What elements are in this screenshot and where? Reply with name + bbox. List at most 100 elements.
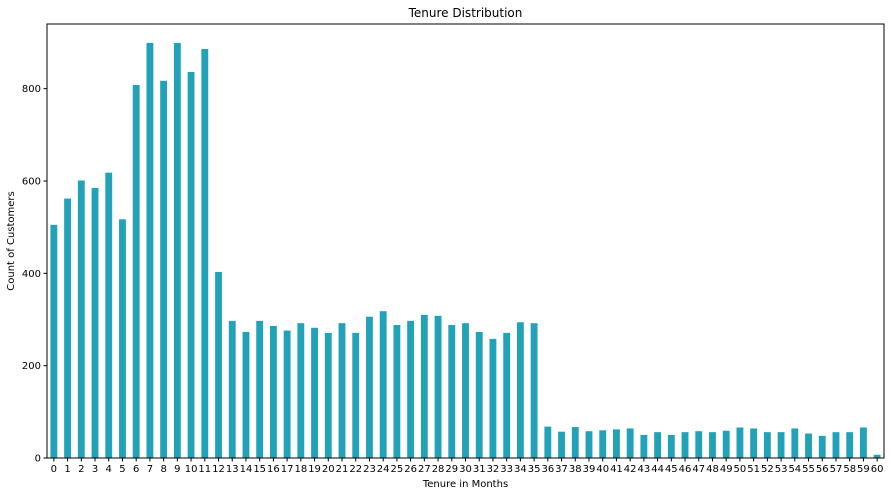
bar-42 xyxy=(626,428,634,458)
y-tick-label: 200 xyxy=(22,361,41,372)
bar-39 xyxy=(585,431,593,458)
x-tick-label: 3 xyxy=(92,464,98,475)
bar-52 xyxy=(763,432,771,458)
bar-49 xyxy=(722,430,730,458)
x-tick-label: 9 xyxy=(174,464,180,475)
x-tick-label: 52 xyxy=(761,464,774,475)
bar-38 xyxy=(571,427,579,458)
bar-60 xyxy=(873,454,881,458)
x-tick-label: 7 xyxy=(147,464,153,475)
bar-11 xyxy=(201,48,209,458)
x-tick-label: 47 xyxy=(692,464,705,475)
bar-56 xyxy=(818,435,826,458)
bar-29 xyxy=(448,325,456,458)
x-tick-label: 29 xyxy=(445,464,458,475)
bar-45 xyxy=(667,434,675,458)
x-tick-label: 35 xyxy=(528,464,541,475)
x-tick-label: 0 xyxy=(51,464,57,475)
x-tick-label: 31 xyxy=(473,464,486,475)
x-tick-label: 17 xyxy=(281,464,294,475)
x-tick-label: 48 xyxy=(706,464,719,475)
bar-47 xyxy=(695,431,703,458)
y-tick-label: 600 xyxy=(22,176,41,187)
bar-1 xyxy=(64,198,72,458)
bar-5 xyxy=(119,219,126,458)
bar-53 xyxy=(777,432,785,458)
x-tick-label: 56 xyxy=(816,464,829,475)
x-tick-label: 14 xyxy=(240,464,253,475)
bar-55 xyxy=(805,433,812,458)
bar-40 xyxy=(599,430,607,458)
x-tick-label: 4 xyxy=(106,464,112,475)
bar-16 xyxy=(269,325,277,458)
bar-17 xyxy=(283,330,291,458)
bar-3 xyxy=(91,187,99,459)
x-tick-label: 38 xyxy=(569,464,582,475)
plot-frame xyxy=(46,23,885,459)
bar-32 xyxy=(489,338,497,458)
bar-20 xyxy=(324,332,332,458)
y-tick-label: 800 xyxy=(22,84,41,95)
bar-36 xyxy=(544,426,552,458)
bar-26 xyxy=(407,320,415,458)
bar-48 xyxy=(709,432,716,458)
x-tick-label: 34 xyxy=(514,464,527,475)
bar-51 xyxy=(750,428,758,458)
bar-14 xyxy=(242,331,250,458)
x-tick-label: 32 xyxy=(487,464,500,475)
bar-44 xyxy=(654,432,662,458)
bar-13 xyxy=(228,320,236,458)
bar-21 xyxy=(338,323,346,458)
x-tick-label: 19 xyxy=(308,464,321,475)
bar-37 xyxy=(558,431,565,458)
x-tick-label: 6 xyxy=(133,464,139,475)
x-tick-label: 43 xyxy=(638,464,651,475)
x-tick-label: 54 xyxy=(788,464,801,475)
x-axis-label: Tenure in Months xyxy=(422,479,508,490)
bar-24 xyxy=(379,311,387,458)
bar-50 xyxy=(736,427,744,458)
x-tick-label: 26 xyxy=(404,464,417,475)
x-tick-label: 49 xyxy=(720,464,733,475)
bar-33 xyxy=(503,332,511,458)
x-tick-label: 24 xyxy=(377,464,390,475)
bar-19 xyxy=(311,327,318,458)
x-tick-label: 18 xyxy=(294,464,307,475)
x-tick-label: 36 xyxy=(541,464,554,475)
x-tick-label: 58 xyxy=(843,464,856,475)
bar-35 xyxy=(530,323,538,458)
chart-title: Tenure Distribution xyxy=(408,6,523,20)
x-tick-label: 1 xyxy=(64,464,70,475)
bar-41 xyxy=(613,429,620,458)
bar-43 xyxy=(640,434,648,458)
x-axis-ticks: 0 1 2 3 4 5 6 7 8 9 10 11 12 13 14 15 16 17 18 19 20 21 22 23 24… xyxy=(51,458,884,475)
bar-23 xyxy=(366,316,373,458)
bar-58 xyxy=(846,432,854,458)
bar-12 xyxy=(215,271,222,458)
x-tick-label: 57 xyxy=(830,464,843,475)
bar-59 xyxy=(859,427,867,458)
x-tick-label: 59 xyxy=(857,464,870,475)
bar-7 xyxy=(146,42,154,459)
y-axis-label: Count of Customers xyxy=(6,191,17,290)
x-tick-label: 10 xyxy=(185,464,198,475)
x-tick-label: 5 xyxy=(119,464,125,475)
bar-0 xyxy=(50,224,58,458)
bar-18 xyxy=(297,323,305,458)
bar-28 xyxy=(434,315,442,458)
bar-25 xyxy=(393,325,401,458)
x-tick-label: 45 xyxy=(665,464,678,475)
bar-2 xyxy=(77,180,85,458)
x-tick-label: 20 xyxy=(322,464,335,475)
bar-8 xyxy=(160,80,168,458)
x-tick-label: 13 xyxy=(226,464,239,475)
x-tick-label: 44 xyxy=(651,464,664,475)
x-tick-label: 51 xyxy=(747,464,760,475)
bar-54 xyxy=(791,428,799,458)
x-tick-label: 2 xyxy=(78,464,84,475)
bar-34 xyxy=(516,322,524,458)
x-tick-label: 39 xyxy=(583,464,596,475)
x-tick-label: 15 xyxy=(253,464,266,475)
bar-22 xyxy=(352,332,360,458)
x-tick-label: 22 xyxy=(349,464,362,475)
